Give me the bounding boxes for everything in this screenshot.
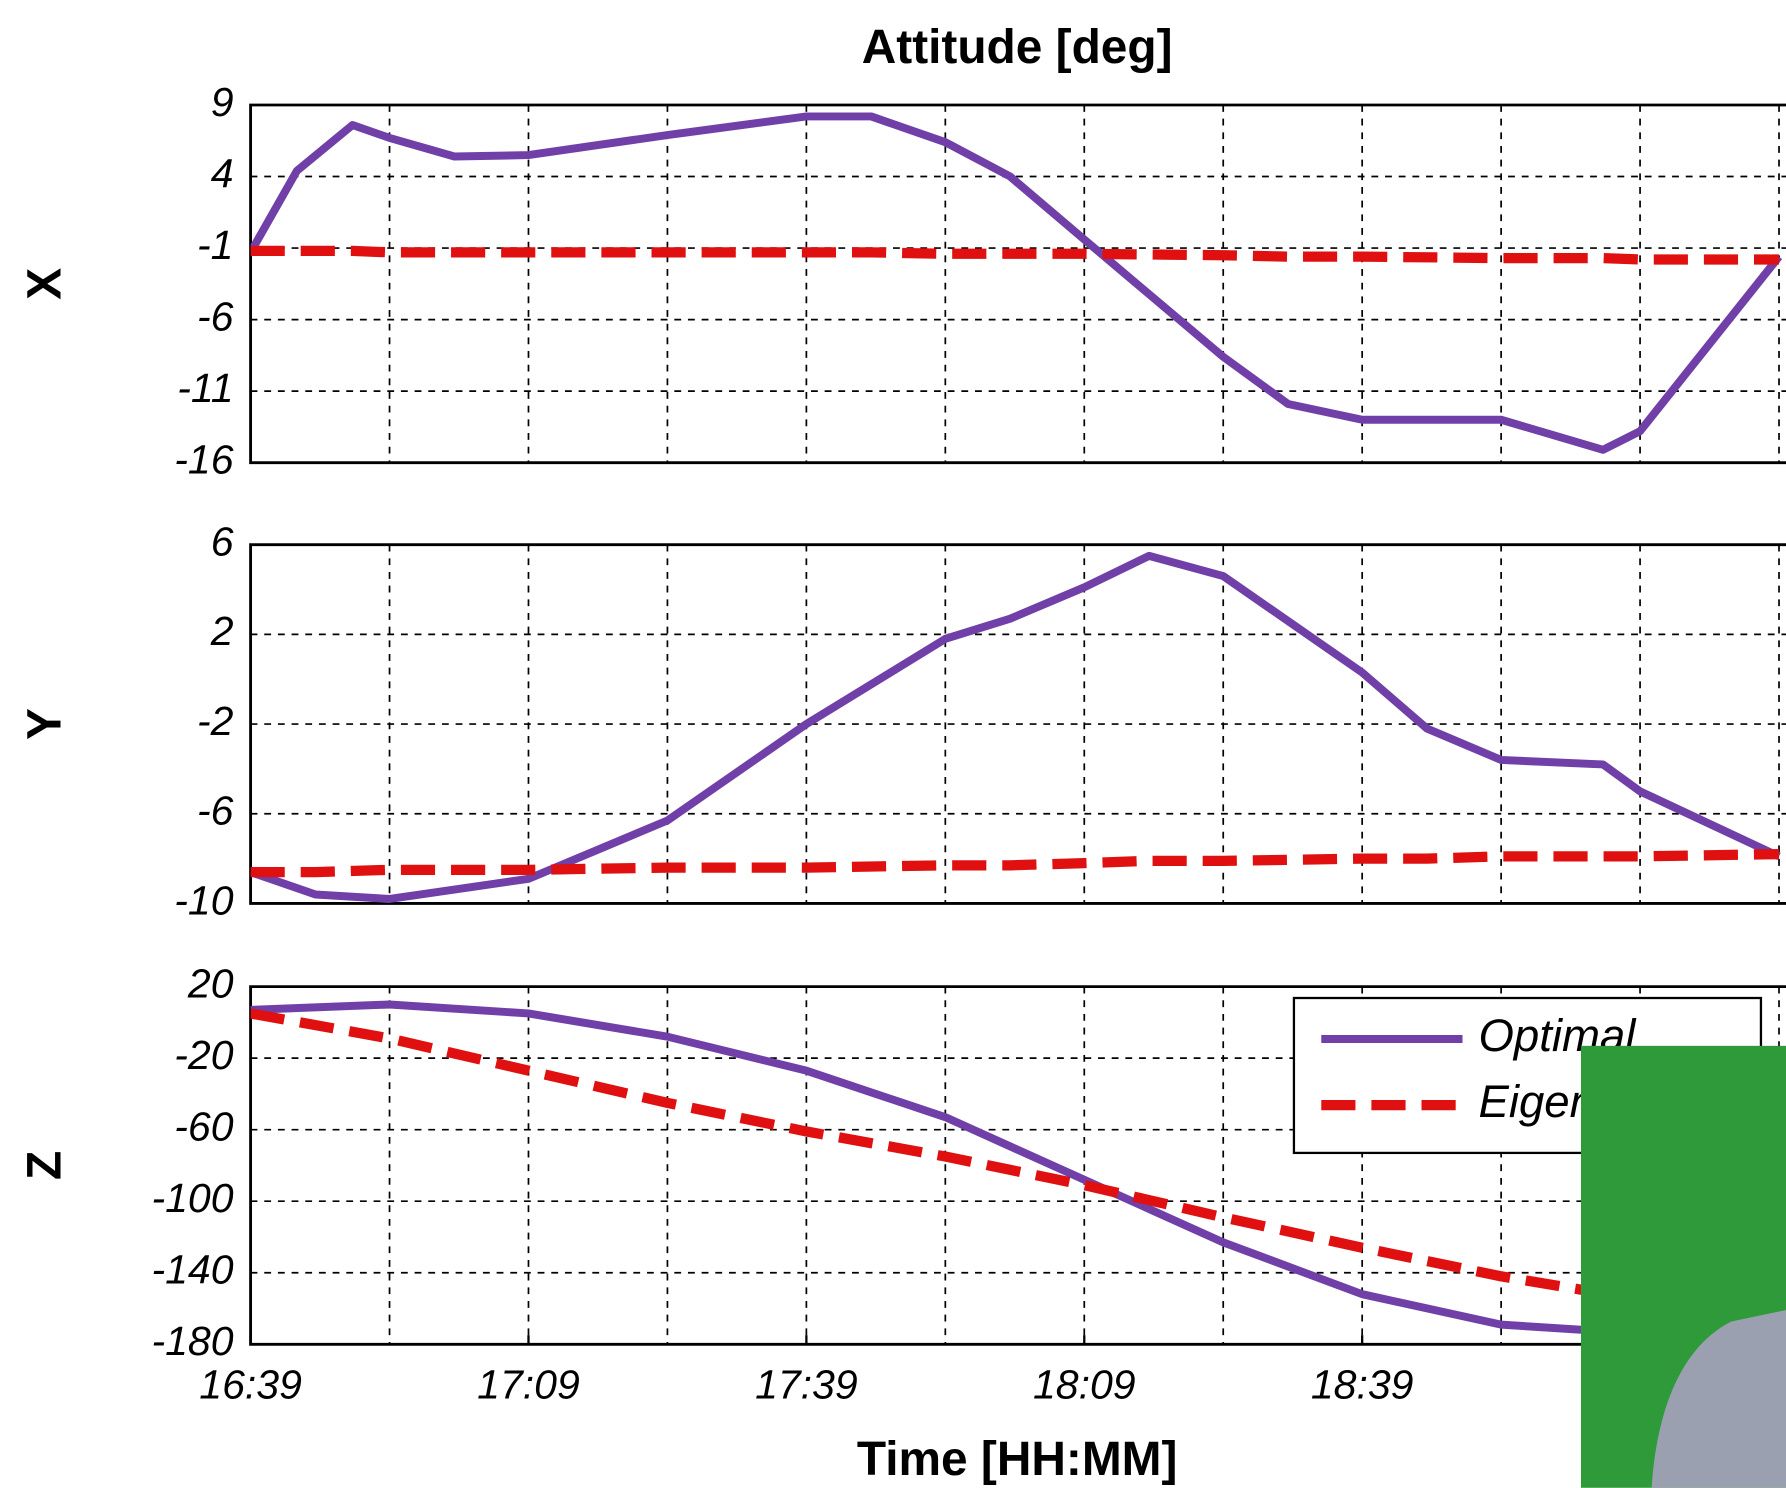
y-tick-label: -180 [151,1318,233,1364]
plots: 9 4 -1 -6 -11 -16 X Attitude [deg] 6 2 -2 -6 -10 Y 20 -… [18,21,1786,1486]
y-tick-label: -1 [197,222,233,268]
y-tick-label: 2 [210,608,234,654]
y-tick-label: -20 [174,1032,233,1078]
series-line [250,1008,1780,1327]
y-tick-label: 9 [211,79,234,125]
x-tick-label: 18:39 [1311,1361,1414,1407]
x-axis-label: Time [HH:MM] [857,1433,1178,1486]
y-tick-label: -11 [177,365,233,411]
overlay-person [1651,1310,1786,1488]
y-axis-label: Z [18,1151,71,1180]
y-tick-label: -16 [174,436,233,482]
y-tick-label: -2 [197,698,234,744]
axis-frame [249,985,1786,1346]
y-axis-label: X [18,268,71,300]
x-tick-label: 16:39 [199,1361,302,1407]
series-line [250,112,1783,454]
chart-title: Attitude [deg] [862,21,1173,74]
y-tick-label: 4 [211,150,234,196]
y-tick-label: -100 [151,1175,233,1221]
video-overlay [1580,1045,1786,1488]
axis-frame [249,103,1786,465]
x-tick-label: 18:09 [1033,1361,1136,1407]
y-tick-label: 6 [211,518,234,564]
y-tick-label: 20 [187,960,234,1006]
series-line [250,245,1780,265]
y-tick-label: -60 [174,1104,233,1150]
y-tick-label: -10 [174,877,233,923]
y-tick-label: -6 [197,293,234,339]
x-tick-label: 17:09 [477,1361,580,1407]
x-tick-label: 17:39 [755,1361,858,1407]
series-line [250,1000,1780,1342]
series-line [250,849,1780,878]
y-axis-label: Y [18,708,71,740]
axis-frame [249,543,1786,905]
series-line [250,551,1781,903]
y-tick-label: -6 [197,788,234,834]
y-tick-label: -140 [151,1247,233,1293]
